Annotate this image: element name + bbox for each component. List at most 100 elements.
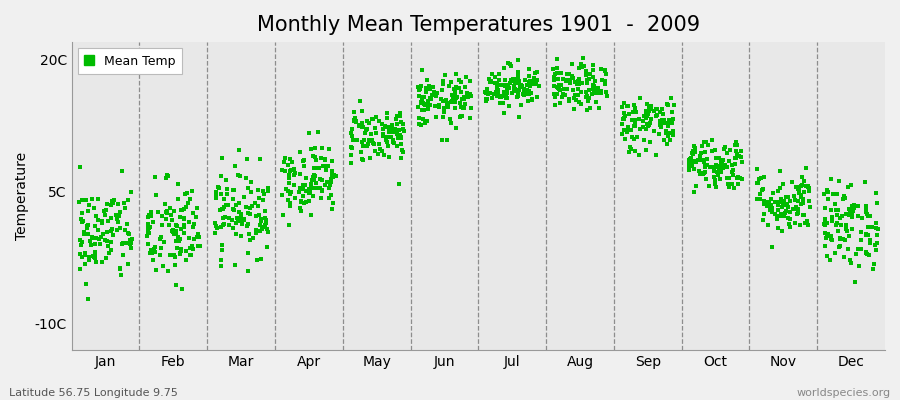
Mean Temp	[493, 94, 508, 101]
Mean Temp	[665, 128, 680, 134]
Mean Temp	[160, 209, 175, 216]
Mean Temp	[491, 87, 505, 93]
Mean Temp	[420, 118, 435, 124]
Mean Temp	[582, 105, 597, 111]
Mean Temp	[870, 240, 885, 247]
Mean Temp	[235, 216, 249, 222]
Mean Temp	[73, 163, 87, 170]
Mean Temp	[790, 211, 805, 217]
Mean Temp	[292, 205, 307, 212]
Mean Temp	[91, 196, 105, 202]
Mean Temp	[760, 221, 775, 228]
Mean Temp	[445, 92, 459, 99]
Mean Temp	[791, 206, 806, 212]
Mean Temp	[346, 136, 360, 143]
Mean Temp	[790, 210, 805, 216]
Mean Temp	[327, 172, 341, 178]
Mean Temp	[283, 190, 297, 197]
Mean Temp	[435, 136, 449, 143]
Mean Temp	[186, 210, 201, 216]
Mean Temp	[243, 237, 257, 243]
Mean Temp	[503, 60, 517, 67]
Mean Temp	[414, 122, 428, 128]
Mean Temp	[620, 103, 634, 109]
Mean Temp	[425, 92, 439, 98]
Mean Temp	[448, 88, 463, 94]
Mean Temp	[724, 168, 739, 175]
Mean Temp	[250, 257, 265, 263]
Mean Temp	[101, 243, 115, 249]
Mean Temp	[448, 71, 463, 78]
Mean Temp	[764, 202, 778, 209]
Text: Latitude 56.75 Longitude 9.75: Latitude 56.75 Longitude 9.75	[9, 388, 178, 398]
Mean Temp	[560, 86, 574, 93]
Mean Temp	[717, 162, 732, 168]
Mean Temp	[754, 174, 769, 181]
Mean Temp	[522, 73, 536, 79]
Mean Temp	[371, 150, 385, 157]
Mean Temp	[415, 67, 429, 74]
Mean Temp	[694, 156, 708, 163]
Mean Temp	[824, 207, 839, 214]
Mean Temp	[625, 134, 639, 140]
Mean Temp	[823, 257, 837, 264]
Mean Temp	[177, 216, 192, 222]
Legend: Mean Temp: Mean Temp	[78, 48, 182, 74]
Mean Temp	[355, 149, 369, 155]
Mean Temp	[501, 103, 516, 110]
Mean Temp	[616, 116, 631, 122]
Mean Temp	[345, 133, 359, 140]
Mean Temp	[493, 93, 508, 100]
Mean Temp	[218, 214, 232, 220]
Mean Temp	[173, 235, 187, 242]
Mean Temp	[698, 176, 713, 182]
Mean Temp	[81, 222, 95, 229]
Mean Temp	[76, 231, 91, 237]
Mean Temp	[179, 256, 194, 263]
Mean Temp	[550, 84, 564, 90]
Mean Temp	[144, 250, 158, 257]
Mean Temp	[706, 168, 721, 174]
Mean Temp	[428, 103, 442, 110]
Mean Temp	[325, 169, 339, 176]
Mean Temp	[80, 231, 94, 237]
Mean Temp	[497, 65, 511, 71]
Mean Temp	[435, 87, 449, 94]
Mean Temp	[104, 238, 118, 245]
Mean Temp	[846, 202, 860, 208]
Mean Temp	[384, 124, 399, 130]
Mean Temp	[315, 144, 329, 151]
Mean Temp	[365, 136, 380, 143]
Mean Temp	[325, 170, 339, 176]
Mean Temp	[71, 199, 86, 205]
Mean Temp	[560, 71, 574, 78]
Mean Temp	[705, 148, 719, 155]
Mean Temp	[757, 174, 771, 180]
Mean Temp	[643, 103, 657, 110]
Mean Temp	[863, 237, 878, 244]
Mean Temp	[86, 252, 101, 259]
Mean Temp	[838, 195, 852, 201]
Mean Temp	[590, 84, 604, 91]
Mean Temp	[842, 206, 856, 212]
Mean Temp	[569, 97, 583, 104]
Mean Temp	[853, 246, 868, 252]
Mean Temp	[551, 85, 565, 91]
Mean Temp	[546, 91, 561, 97]
Mean Temp	[368, 114, 382, 121]
Mean Temp	[148, 192, 163, 198]
Mean Temp	[626, 123, 641, 130]
Mean Temp	[175, 246, 189, 252]
Mean Temp	[158, 201, 172, 207]
Mean Temp	[512, 87, 526, 93]
Mean Temp	[356, 124, 370, 130]
Mean Temp	[260, 229, 274, 236]
Mean Temp	[617, 112, 632, 119]
Mean Temp	[256, 224, 271, 230]
Mean Temp	[491, 90, 505, 96]
Mean Temp	[210, 225, 224, 231]
Mean Temp	[167, 262, 182, 268]
Mean Temp	[178, 191, 193, 197]
Mean Temp	[821, 231, 835, 237]
Mean Temp	[549, 65, 563, 71]
